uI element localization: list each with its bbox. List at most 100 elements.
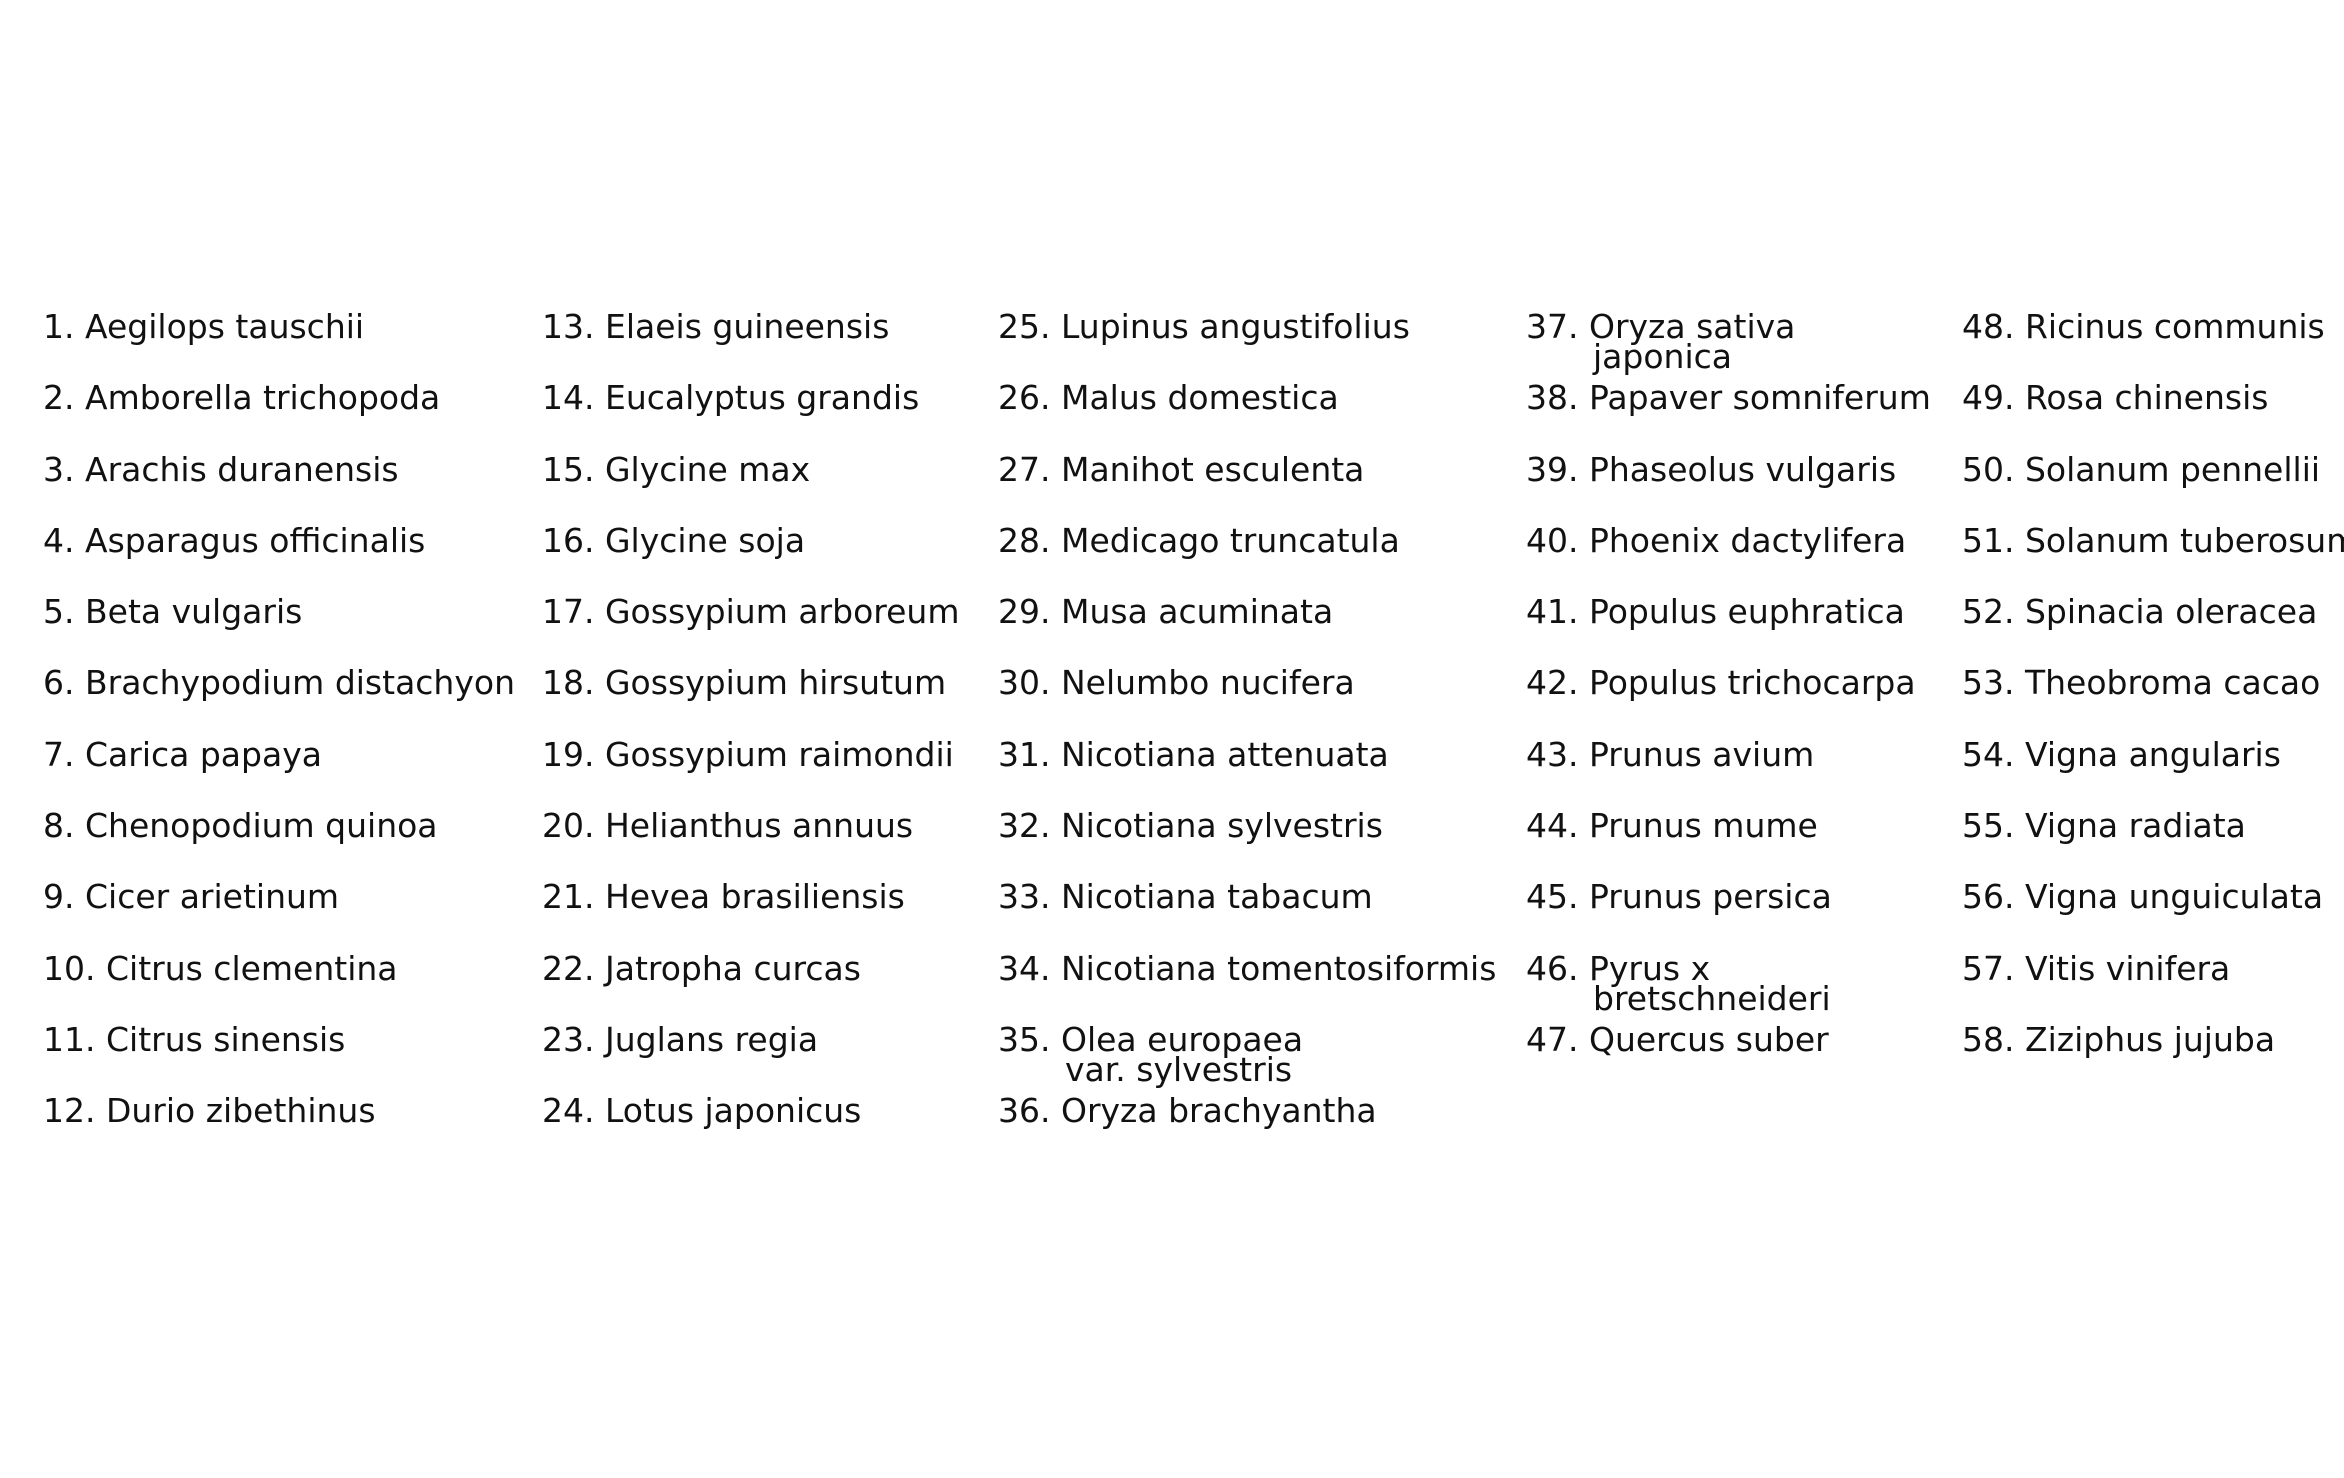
list-item: 42. Populus trichocarpa <box>1526 666 1931 737</box>
item-number: 11. <box>43 1019 96 1059</box>
species-name: Vigna unguiculata <box>2024 877 2324 917</box>
item-number: 54. <box>1962 734 2015 774</box>
list-item: 11. Citrus sinensis <box>43 1023 515 1094</box>
list-item: 30. Nelumbo nucifera <box>998 666 1496 737</box>
list-item: 31. Nicotiana attenuata <box>998 738 1496 809</box>
species-name: Oryza brachyantha <box>1060 1091 1377 1131</box>
list-item: 8. Chenopodium quinoa <box>43 809 515 880</box>
species-name: Prunus avium <box>1588 734 1815 774</box>
list-item: 40. Phoenix dactylifera <box>1526 524 1931 595</box>
species-column-4: 37. Oryza sativa japonica 38. Papaver somn… <box>1526 310 1931 1094</box>
species-name: Helianthus annuus <box>604 806 914 846</box>
list-item: 34. Nicotiana tomentosiformis <box>998 952 1496 1023</box>
species-name: Juglans regia <box>604 1019 819 1059</box>
species-name: Gossypium hirsutum <box>604 663 947 703</box>
item-number: 50. <box>1962 449 2015 489</box>
species-name: Aegilops tauschii <box>85 307 365 346</box>
species-name: Medicago truncatula <box>1060 520 1400 560</box>
item-number: 17. <box>542 592 595 632</box>
species-name: Papaver somniferum <box>1588 378 1931 418</box>
species-name: Citrus sinensis <box>105 1019 346 1059</box>
species-name: Solanum tuberosum <box>2024 520 2344 560</box>
species-name: Musa acuminata <box>1060 592 1334 632</box>
list-item: 6. Brachypodium distachyon <box>43 666 515 737</box>
list-item: 18. Gossypium hirsutum <box>542 666 959 737</box>
item-number: 20. <box>542 806 595 846</box>
item-number: 31. <box>998 734 1051 774</box>
list-item: 58. Ziziphus jujuba <box>1962 1023 2344 1094</box>
list-item: 38. Papaver somniferum <box>1526 381 1931 452</box>
item-number: 21. <box>542 877 595 917</box>
item-number: 57. <box>1962 948 2015 988</box>
item-number: 42. <box>1526 663 1579 703</box>
item-number: 10. <box>43 948 96 988</box>
species-name: Arachis duranensis <box>85 449 399 489</box>
list-item: 48. Ricinus communis <box>1962 310 2344 381</box>
list-item: 45. Prunus persica <box>1526 880 1931 951</box>
item-number: 4. <box>43 520 75 560</box>
item-number: 56. <box>1962 877 2015 917</box>
species-name: Nicotiana attenuata <box>1060 734 1389 774</box>
item-number: 27. <box>998 449 1051 489</box>
item-number: 47. <box>1526 1019 1579 1059</box>
species-name: Solanum pennellii <box>2024 449 2321 489</box>
species-name: Lotus japonicus <box>604 1091 862 1131</box>
list-item: 22. Jatropha curcas <box>542 952 959 1023</box>
item-number: 14. <box>542 378 595 418</box>
item-number: 16. <box>542 520 595 560</box>
species-name: Populus trichocarpa <box>1588 663 1916 703</box>
list-item: 50. Solanum pennellii <box>1962 453 2344 524</box>
item-number: 5. <box>43 592 75 632</box>
item-number: 46. <box>1526 948 1579 988</box>
list-item: 33. Nicotiana tabacum <box>998 880 1496 951</box>
species-name: Vigna radiata <box>2024 806 2246 846</box>
species-name: Glycine max <box>604 449 811 489</box>
species-name: Prunus persica <box>1588 877 1832 917</box>
species-name: Oryza sativa <box>1588 307 1796 346</box>
list-item: 27. Manihot esculenta <box>998 453 1496 524</box>
item-number: 19. <box>542 734 595 774</box>
item-number: 23. <box>542 1019 595 1059</box>
item-number: 51. <box>1962 520 2015 560</box>
item-number: 35. <box>998 1019 1051 1059</box>
list-item: 39. Phaseolus vulgaris <box>1526 453 1931 524</box>
item-number: 7. <box>43 734 75 774</box>
species-name: Elaeis guineensis <box>604 307 890 346</box>
species-name: Chenopodium quinoa <box>85 806 438 846</box>
item-number: 25. <box>998 307 1051 346</box>
item-number: 13. <box>542 307 595 346</box>
species-name: Jatropha curcas <box>604 948 861 988</box>
list-item: 47. Quercus suber <box>1526 1023 1931 1094</box>
list-item: 44. Prunus mume <box>1526 809 1931 880</box>
item-number: 44. <box>1526 806 1579 846</box>
species-name: Ricinus communis <box>2024 307 2325 346</box>
item-number: 28. <box>998 520 1051 560</box>
species-name: Beta vulgaris <box>85 592 303 632</box>
item-number: 18. <box>542 663 595 703</box>
list-item: 29. Musa acuminata <box>998 595 1496 666</box>
item-number: 24. <box>542 1091 595 1131</box>
list-item: 37. Oryza sativa japonica <box>1526 310 1931 381</box>
item-number: 6. <box>43 663 75 703</box>
list-item: 9. Cicer arietinum <box>43 880 515 951</box>
species-name: Vigna angularis <box>2024 734 2281 774</box>
list-item: 17. Gossypium arboreum <box>542 595 959 666</box>
item-number: 1. <box>43 307 75 346</box>
species-name: Malus domestica <box>1060 378 1339 418</box>
species-name: Ziziphus jujuba <box>2024 1019 2276 1059</box>
species-name: Phoenix dactylifera <box>1588 520 1907 560</box>
item-number: 58. <box>1962 1019 2015 1059</box>
species-name: Olea europaea <box>1060 1019 1304 1059</box>
species-column-3: 25. Lupinus angustifolius 26. Malus domes… <box>998 310 1496 1166</box>
item-number: 2. <box>43 378 75 418</box>
item-number: 49. <box>1962 378 2015 418</box>
species-name: Pyrus x <box>1588 948 1711 988</box>
item-number: 32. <box>998 806 1051 846</box>
list-item: 4. Asparagus officinalis <box>43 524 515 595</box>
species-name-continuation: bretschneideri <box>1593 978 1831 1018</box>
species-name: Durio zibethinus <box>105 1091 376 1131</box>
species-name: Hevea brasiliensis <box>604 877 905 917</box>
list-item: 15. Glycine max <box>542 453 959 524</box>
list-item: 14. Eucalyptus grandis <box>542 381 959 452</box>
